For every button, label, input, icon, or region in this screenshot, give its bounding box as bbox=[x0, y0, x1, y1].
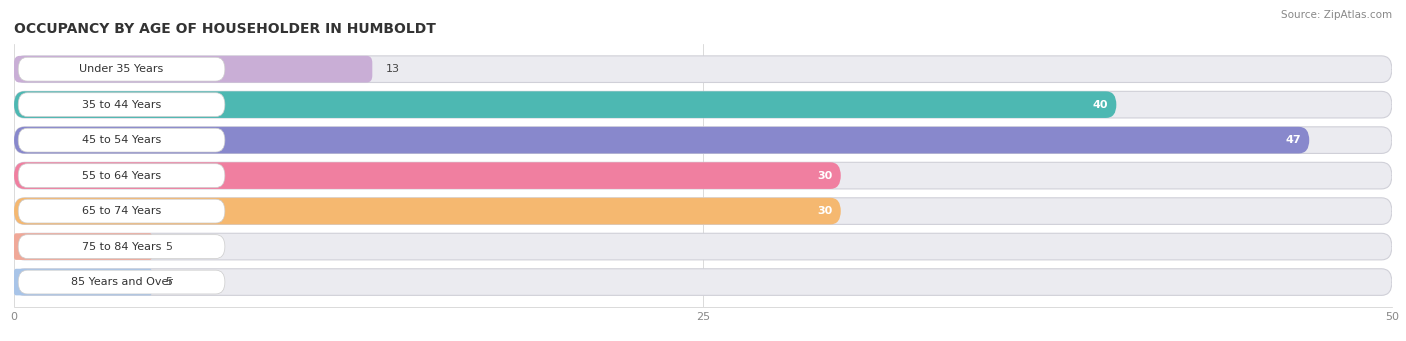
FancyBboxPatch shape bbox=[18, 199, 225, 223]
Text: 40: 40 bbox=[1092, 100, 1108, 110]
FancyBboxPatch shape bbox=[14, 198, 841, 224]
FancyBboxPatch shape bbox=[18, 235, 225, 258]
FancyBboxPatch shape bbox=[18, 164, 225, 188]
Text: 75 to 84 Years: 75 to 84 Years bbox=[82, 241, 162, 252]
FancyBboxPatch shape bbox=[14, 233, 152, 260]
FancyBboxPatch shape bbox=[14, 269, 1392, 295]
FancyBboxPatch shape bbox=[14, 127, 1309, 153]
Text: Under 35 Years: Under 35 Years bbox=[79, 64, 163, 74]
Text: 47: 47 bbox=[1285, 135, 1301, 145]
Text: 5: 5 bbox=[166, 241, 173, 252]
Text: 35 to 44 Years: 35 to 44 Years bbox=[82, 100, 162, 110]
FancyBboxPatch shape bbox=[14, 56, 1392, 83]
Text: 30: 30 bbox=[817, 170, 832, 181]
FancyBboxPatch shape bbox=[14, 56, 373, 83]
FancyBboxPatch shape bbox=[14, 127, 1392, 153]
Text: 85 Years and Over: 85 Years and Over bbox=[70, 277, 173, 287]
FancyBboxPatch shape bbox=[14, 198, 1392, 224]
FancyBboxPatch shape bbox=[14, 91, 1392, 118]
FancyBboxPatch shape bbox=[14, 269, 152, 295]
FancyBboxPatch shape bbox=[18, 93, 225, 117]
FancyBboxPatch shape bbox=[18, 57, 225, 81]
Text: 55 to 64 Years: 55 to 64 Years bbox=[82, 170, 162, 181]
FancyBboxPatch shape bbox=[14, 91, 1116, 118]
Text: 45 to 54 Years: 45 to 54 Years bbox=[82, 135, 162, 145]
Text: 65 to 74 Years: 65 to 74 Years bbox=[82, 206, 162, 216]
FancyBboxPatch shape bbox=[18, 270, 225, 294]
Text: Source: ZipAtlas.com: Source: ZipAtlas.com bbox=[1281, 10, 1392, 20]
Text: 5: 5 bbox=[166, 277, 173, 287]
FancyBboxPatch shape bbox=[14, 233, 1392, 260]
Text: 30: 30 bbox=[817, 206, 832, 216]
Text: OCCUPANCY BY AGE OF HOUSEHOLDER IN HUMBOLDT: OCCUPANCY BY AGE OF HOUSEHOLDER IN HUMBO… bbox=[14, 22, 436, 36]
Text: 13: 13 bbox=[387, 64, 401, 74]
FancyBboxPatch shape bbox=[14, 162, 1392, 189]
FancyBboxPatch shape bbox=[18, 128, 225, 152]
FancyBboxPatch shape bbox=[14, 162, 841, 189]
